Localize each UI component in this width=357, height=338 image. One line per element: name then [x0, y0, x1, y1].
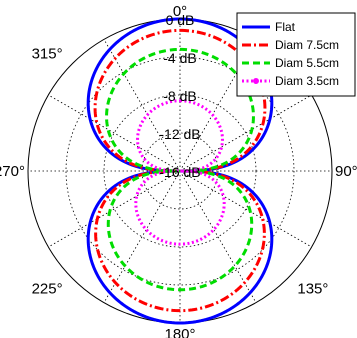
angle-label-315: 315° — [32, 46, 63, 63]
grid-spoke-120 — [180, 171, 312, 247]
angle-label-0: 0° — [173, 3, 187, 20]
radial-tick-label-4: -16 dB — [159, 164, 200, 180]
angle-label-180: 180° — [164, 326, 195, 338]
radial-tick-label-3: -12 dB — [159, 126, 200, 142]
radial-tick-label-2: -8 dB — [163, 88, 196, 104]
angle-label-225: 225° — [32, 280, 63, 297]
angle-label-90: 90° — [335, 163, 357, 180]
legend-label-0: Flat — [275, 20, 296, 34]
legend-marker-3 — [253, 78, 259, 84]
angle-label-135: 135° — [297, 280, 328, 297]
radial-tick-label-1: -4 dB — [163, 50, 196, 66]
legend-label-3: Diam 3.5cm — [275, 74, 339, 88]
legend: Flat Diam 7.5cm Diam 5.5cm Diam 3.5cm — [237, 13, 355, 96]
angle-label-270: 270° — [0, 163, 25, 180]
grid-spoke-240 — [48, 171, 180, 247]
legend-label-2: Diam 5.5cm — [275, 56, 339, 70]
legend-label-1: Diam 7.5cm — [275, 38, 339, 52]
